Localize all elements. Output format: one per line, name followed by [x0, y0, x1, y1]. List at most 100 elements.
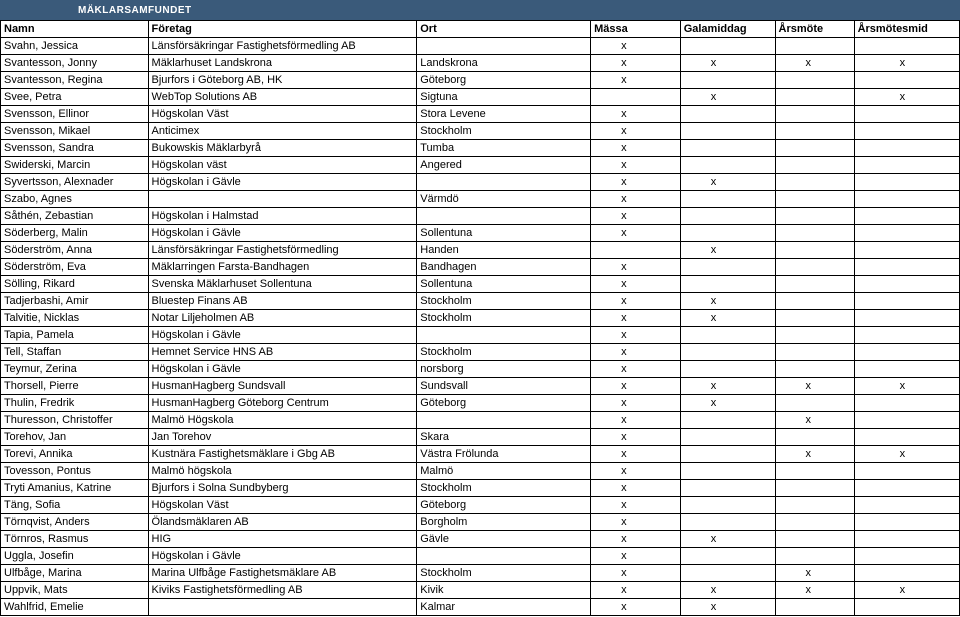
cell-ort: Bandhagen	[417, 259, 591, 276]
table-row: Sölling, RikardSvenska Mäklarhuset Solle…	[1, 276, 960, 293]
table-header-row: Namn Företag Ort Mässa Galamiddag Årsmöt…	[1, 21, 960, 38]
cell-ort: Göteborg	[417, 72, 591, 89]
cell-ort: Stockholm	[417, 293, 591, 310]
cell-foretag: Högskolan Väst	[148, 106, 417, 123]
cell-namn: Tryti Amanius, Katrine	[1, 480, 149, 497]
table-row: Talvitie, NicklasNotar Liljeholmen ABSto…	[1, 310, 960, 327]
cell-namn: Uggla, Josefin	[1, 548, 149, 565]
cell-namn: Svantesson, Regina	[1, 72, 149, 89]
cell-arsmote	[775, 429, 854, 446]
cell-foretag: Högskolan i Gävle	[148, 327, 417, 344]
cell-gala	[680, 157, 775, 174]
cell-ort	[417, 548, 591, 565]
cell-massa: x	[591, 259, 681, 276]
cell-massa	[591, 89, 681, 106]
header-bar: MÄKLARSAMFUNDET	[0, 0, 960, 20]
cell-foretag: Anticimex	[148, 123, 417, 140]
cell-gala	[680, 514, 775, 531]
cell-gala	[680, 361, 775, 378]
cell-namn: Uppvik, Mats	[1, 582, 149, 599]
cell-arsmotesmid	[854, 395, 959, 412]
data-table: Namn Företag Ort Mässa Galamiddag Årsmöt…	[0, 20, 960, 616]
table-row: Såthén, ZebastianHögskolan i Halmstadx	[1, 208, 960, 225]
cell-ort: Landskrona	[417, 55, 591, 72]
cell-namn: Svantesson, Jonny	[1, 55, 149, 72]
cell-arsmotesmid	[854, 412, 959, 429]
cell-foretag: Marina Ulfbåge Fastighetsmäklare AB	[148, 565, 417, 582]
cell-ort	[417, 174, 591, 191]
cell-arsmote	[775, 208, 854, 225]
cell-ort: Malmö	[417, 463, 591, 480]
cell-ort: Sollentuna	[417, 225, 591, 242]
cell-massa: x	[591, 72, 681, 89]
cell-namn: Såthén, Zebastian	[1, 208, 149, 225]
table-row: Thuresson, ChristofferMalmö Högskolaxx	[1, 412, 960, 429]
col-header-ort: Ort	[417, 21, 591, 38]
cell-gala	[680, 259, 775, 276]
cell-arsmotesmid	[854, 276, 959, 293]
cell-massa: x	[591, 225, 681, 242]
cell-namn: Thorsell, Pierre	[1, 378, 149, 395]
cell-namn: Svahn, Jessica	[1, 38, 149, 55]
cell-arsmote	[775, 157, 854, 174]
cell-foretag: Högskolan i Gävle	[148, 548, 417, 565]
cell-massa: x	[591, 378, 681, 395]
cell-gala: x	[680, 174, 775, 191]
cell-arsmote	[775, 191, 854, 208]
cell-gala: x	[680, 395, 775, 412]
cell-gala	[680, 38, 775, 55]
cell-arsmote	[775, 344, 854, 361]
cell-massa: x	[591, 293, 681, 310]
cell-massa: x	[591, 123, 681, 140]
cell-gala: x	[680, 293, 775, 310]
cell-arsmote: x	[775, 412, 854, 429]
cell-arsmotesmid	[854, 548, 959, 565]
cell-arsmote	[775, 259, 854, 276]
cell-arsmotesmid	[854, 140, 959, 157]
cell-arsmotesmid	[854, 242, 959, 259]
table-row: Tell, StaffanHemnet Service HNS ABStockh…	[1, 344, 960, 361]
table-row: Törnros, RasmusHIGGävlexx	[1, 531, 960, 548]
cell-ort: Handen	[417, 242, 591, 259]
cell-ort: Stockholm	[417, 480, 591, 497]
cell-arsmote	[775, 106, 854, 123]
cell-massa: x	[591, 38, 681, 55]
cell-arsmotesmid	[854, 531, 959, 548]
table-row: Svantesson, JonnyMäklarhuset LandskronaL…	[1, 55, 960, 72]
cell-ort: Skara	[417, 429, 591, 446]
cell-ort: norsborg	[417, 361, 591, 378]
cell-arsmotesmid	[854, 361, 959, 378]
cell-arsmote	[775, 361, 854, 378]
cell-gala	[680, 497, 775, 514]
table-row: Thulin, FredrikHusmanHagberg Göteborg Ce…	[1, 395, 960, 412]
cell-arsmotesmid: x	[854, 55, 959, 72]
cell-gala	[680, 565, 775, 582]
cell-gala: x	[680, 531, 775, 548]
cell-foretag: Högskolan i Gävle	[148, 225, 417, 242]
cell-foretag: Högskolan i Gävle	[148, 361, 417, 378]
table-row: Tovesson, PontusMalmö högskolaMalmöx	[1, 463, 960, 480]
cell-ort: Sigtuna	[417, 89, 591, 106]
cell-namn: Torevi, Annika	[1, 446, 149, 463]
cell-arsmotesmid	[854, 174, 959, 191]
cell-arsmote	[775, 242, 854, 259]
cell-arsmote	[775, 310, 854, 327]
col-header-gala: Galamiddag	[680, 21, 775, 38]
cell-foretag: Mäklarringen Farsta-Bandhagen	[148, 259, 417, 276]
cell-massa: x	[591, 191, 681, 208]
table-row: Svee, PetraWebTop Solutions ABSigtunaxx	[1, 89, 960, 106]
cell-namn: Svensson, Mikael	[1, 123, 149, 140]
cell-arsmotesmid	[854, 259, 959, 276]
cell-arsmotesmid	[854, 208, 959, 225]
table-row: Svahn, JessicaLänsförsäkringar Fastighet…	[1, 38, 960, 55]
cell-arsmote	[775, 327, 854, 344]
cell-massa: x	[591, 310, 681, 327]
cell-massa: x	[591, 55, 681, 72]
cell-arsmotesmid	[854, 599, 959, 616]
cell-namn: Sölling, Rikard	[1, 276, 149, 293]
cell-ort: Värmdö	[417, 191, 591, 208]
cell-namn: Svee, Petra	[1, 89, 149, 106]
cell-foretag: Högskolan i Gävle	[148, 174, 417, 191]
cell-massa	[591, 242, 681, 259]
cell-arsmote	[775, 276, 854, 293]
